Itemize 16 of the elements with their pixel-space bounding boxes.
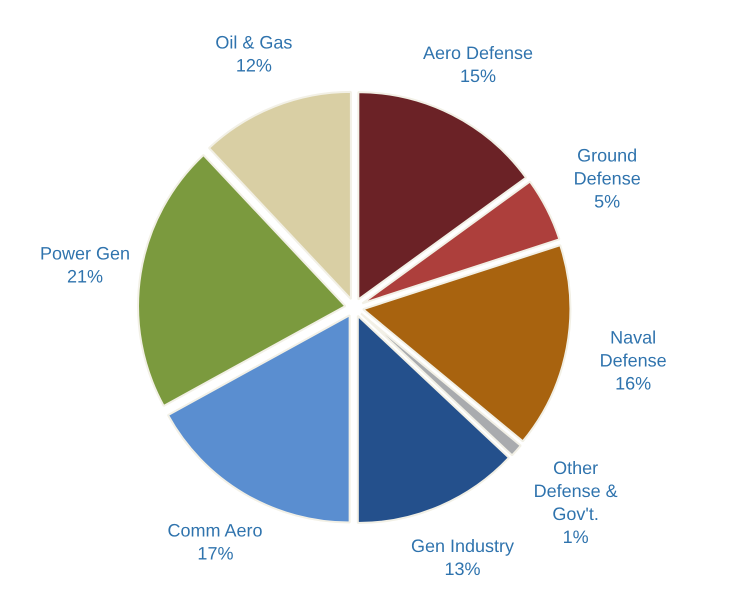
data-label: 16%: [615, 374, 652, 394]
data-label: 12%: [236, 56, 272, 76]
data-label: 1%: [562, 527, 589, 548]
slice-label: Comm Aero: [167, 520, 262, 541]
data-label: 17%: [197, 544, 234, 564]
slice-label: Naval Defense: [600, 328, 667, 371]
slice-label: Other Defense & Gov't.: [534, 458, 618, 524]
data-label: 13%: [444, 559, 481, 580]
slice-label: Oil & Gas: [215, 32, 292, 53]
data-label: 5%: [594, 192, 620, 212]
slice-label: Ground Defense: [574, 146, 641, 189]
data-label: 21%: [66, 266, 103, 286]
slice-label: Gen Industry: [410, 536, 514, 556]
data-label: 15%: [460, 66, 496, 86]
slice-label: Aero Defense: [422, 43, 534, 64]
slice-label: Power Gen: [40, 243, 130, 264]
